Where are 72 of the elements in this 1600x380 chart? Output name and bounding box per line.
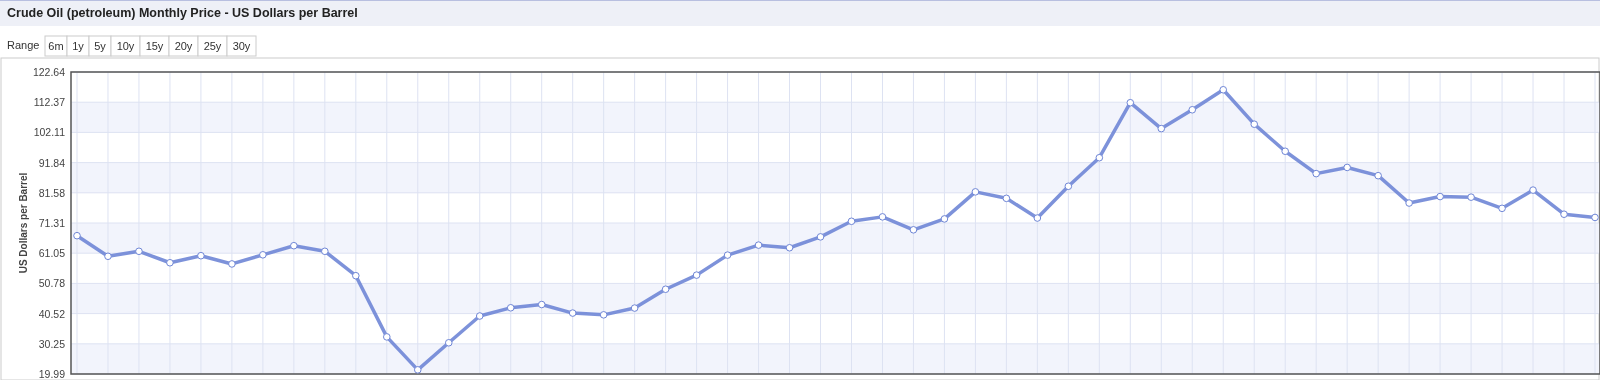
point — [1405, 199, 1413, 207]
y-tick-label: 40.52 — [38, 307, 66, 320]
y-axis-title: US Dollars per Barrel — [18, 172, 29, 274]
point — [723, 251, 732, 259]
point — [599, 311, 608, 319]
point — [847, 217, 856, 226]
point — [383, 333, 391, 341]
point — [259, 251, 267, 259]
y-tick-label: 30.25 — [38, 337, 66, 350]
point — [1374, 171, 1382, 180]
y-tick-label: 81.58 — [38, 186, 66, 199]
text: 1y — [72, 40, 85, 52]
point — [1312, 169, 1320, 178]
point — [1157, 124, 1166, 133]
point — [135, 247, 143, 256]
y-tick-label: 102.11 — [33, 126, 66, 139]
text: 10y — [116, 40, 135, 52]
text: Range — [7, 39, 40, 51]
point — [1095, 153, 1104, 162]
point — [321, 247, 329, 256]
point — [1498, 204, 1506, 213]
point — [1467, 193, 1475, 201]
text: 15y — [145, 40, 164, 52]
y-tick-label: 19.99 — [38, 368, 66, 380]
point — [785, 243, 794, 252]
text: 20y — [174, 40, 193, 52]
point — [1188, 105, 1197, 114]
y-tick-label: 61.05 — [38, 247, 66, 260]
text: 5y — [94, 40, 107, 52]
point — [1281, 147, 1289, 156]
text: 25y — [203, 40, 222, 52]
point — [754, 241, 763, 249]
point — [228, 260, 236, 268]
point — [166, 258, 174, 267]
point — [692, 271, 701, 279]
point — [1033, 214, 1042, 222]
text: 30y — [232, 40, 251, 52]
point — [290, 241, 298, 250]
point — [352, 271, 360, 280]
point — [971, 188, 980, 196]
y-tick-label: 71.31 — [38, 217, 66, 230]
point — [1529, 186, 1537, 194]
text: 6m — [48, 40, 64, 52]
point — [878, 213, 887, 221]
point — [1126, 98, 1135, 107]
y-tick-label: 91.84 — [38, 156, 66, 169]
point — [816, 233, 825, 241]
point — [413, 366, 422, 374]
point — [661, 285, 670, 294]
point — [73, 231, 81, 240]
y-tick-label: 112.37 — [33, 96, 66, 109]
point — [1591, 213, 1599, 222]
point — [630, 304, 639, 312]
point — [1064, 182, 1073, 191]
point — [475, 312, 484, 320]
point — [104, 252, 112, 261]
point — [909, 226, 918, 234]
point — [197, 251, 205, 260]
point — [568, 309, 577, 317]
point — [1560, 210, 1568, 219]
point — [1343, 163, 1351, 172]
chart-title: Crude Oil (petroleum) Monthly Price - US Dollars per Barrel — [7, 6, 358, 20]
point — [537, 300, 546, 309]
point — [506, 303, 515, 312]
point — [940, 215, 949, 223]
y-tick-label: 50.78 — [38, 277, 66, 290]
point — [1219, 85, 1228, 94]
point — [444, 338, 453, 347]
point — [1436, 192, 1444, 201]
y-tick-label: 122.64 — [32, 66, 66, 78]
point — [1250, 120, 1259, 128]
point — [1002, 194, 1011, 203]
